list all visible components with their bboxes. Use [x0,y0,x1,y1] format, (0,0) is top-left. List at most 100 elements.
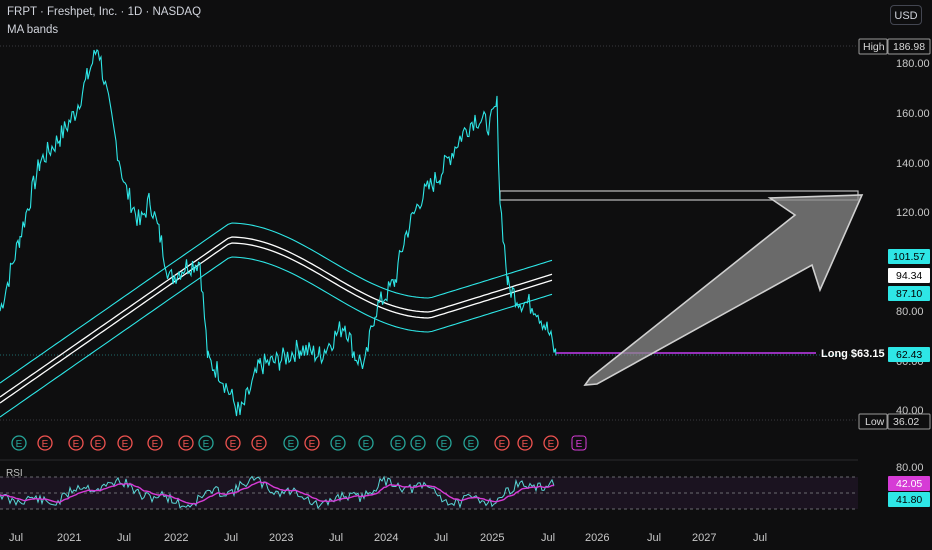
earnings-marker[interactable]: E [147,435,163,451]
time-axis-label: Jul [647,532,661,544]
price-tick: 80.00 [896,306,924,318]
earnings-marker[interactable]: E [68,435,84,451]
symbol-title[interactable]: FRPT · Freshpet, Inc. · 1D · NASDAQ [7,6,202,18]
time-axis-label: Jul [224,532,238,544]
band-upper-tag: 101.57 [888,249,930,264]
ma-band-upper [0,222,553,384]
earnings-marker[interactable]: E [304,435,320,451]
earnings-marker[interactable]: E [436,435,452,451]
earnings-marker[interactable]: E [517,435,533,451]
time-axis-label: 2027 [692,532,716,544]
earnings-marker[interactable]: E [410,435,426,451]
high-tag-label: High [863,41,885,53]
price-axis[interactable]: 180.00 160.00 140.00 120.00 80.00 60.00 … [896,58,930,417]
rsi-ma-tag: 42.05 [888,476,930,491]
earnings-marker-label: E [363,439,370,450]
time-axis-label: 2025 [480,532,504,544]
rsi-pane: RSI [0,459,858,510]
last-price-value: 62.43 [896,349,922,361]
ma-band-middle-2 [0,242,553,404]
earnings-marker-label: E [152,439,159,450]
low-tag-label: Low [865,416,885,428]
price-tick: 180.00 [896,58,930,70]
high-tag-value: 186.98 [893,41,925,53]
rsi-axis-tick: 80.00 [896,462,924,474]
time-axis-label: Jul [329,532,343,544]
earnings-marker-label: E [522,439,529,450]
time-axis-label: Jul [541,532,555,544]
earnings-marker[interactable]: E [330,435,346,451]
earnings-markers: EEEEEEEEEEEEEEEEEEEEEEE [11,435,587,451]
earnings-marker-label: E [415,439,422,450]
last-price-tag: 62.43 [888,347,930,362]
time-axis-label: Jul [117,532,131,544]
rsi-label: RSI [6,468,23,479]
low-tag-value: 36.02 [893,416,919,428]
earnings-marker[interactable]: E [37,435,53,451]
band-lower-tag: 87.10 [888,286,930,301]
earnings-marker-label: E [499,439,506,450]
price-series [0,49,557,417]
earnings-marker[interactable]: E [494,435,510,451]
earnings-marker[interactable]: E [198,435,214,451]
earnings-marker-label: E [441,439,448,450]
earnings-marker[interactable]: E [283,435,299,451]
earnings-marker[interactable]: E [178,435,194,451]
time-axis-label: 2026 [585,532,609,544]
earnings-marker[interactable]: E [90,435,106,451]
currency-button[interactable]: USD [890,5,922,25]
time-axis-label: 2021 [57,532,81,544]
high-tag: High 186.98 [858,38,931,55]
rsi-value: 41.80 [896,494,922,506]
low-tag: Low 36.02 [858,413,931,430]
rsi-ma-value: 42.05 [896,478,922,490]
earnings-marker[interactable]: E [463,435,479,451]
earnings-marker-label: E [95,439,102,450]
band-lower-value: 87.10 [896,288,922,300]
earnings-marker[interactable]: E [358,435,374,451]
rsi-ma-series [0,481,555,505]
earnings-marker[interactable]: E [251,435,267,451]
projection-arrow[interactable] [583,194,864,386]
long-position-label: Long $63.15 [821,348,885,360]
earnings-marker[interactable]: E [543,435,559,451]
earnings-marker-label: E [203,439,210,450]
earnings-marker[interactable]: E [390,435,406,451]
earnings-marker-upcoming[interactable]: E [571,435,587,451]
price-tick: 160.00 [896,108,930,120]
earnings-marker-label: E [548,439,555,450]
earnings-marker-label: E [183,439,190,450]
earnings-marker[interactable]: E [11,435,27,451]
time-axis-label: 2023 [269,532,293,544]
ma-band-middle [0,236,553,398]
earnings-marker-label: E [395,439,402,450]
time-axis-label: Jul [434,532,448,544]
earnings-marker-label: E [335,439,342,450]
earnings-marker-label: E [73,439,80,450]
time-axis-label: 2022 [164,532,188,544]
earnings-marker-label: E [42,439,49,450]
earnings-marker-label: E [576,439,583,450]
time-axis-label: Jul [9,532,23,544]
rsi-value-tag: 41.80 [888,492,930,507]
time-axis-label: 2024 [374,532,398,544]
indicator-legend[interactable]: MA bands [7,24,59,36]
earnings-marker-label: E [256,439,263,450]
band-middle-value: 94.34 [896,270,922,282]
earnings-marker[interactable]: E [225,435,241,451]
earnings-marker-label: E [122,439,129,450]
earnings-marker-label: E [309,439,316,450]
earnings-marker-label: E [230,439,237,450]
earnings-marker-label: E [468,439,475,450]
earnings-marker-label: E [16,439,23,450]
band-middle-tag: 94.34 [888,268,930,283]
price-pane: Long $63.15 [0,45,885,421]
time-axis-label: Jul [753,532,767,544]
earnings-marker[interactable]: E [117,435,133,451]
price-tick: 140.00 [896,158,930,170]
ma-band-lower [0,256,553,418]
price-tick: 120.00 [896,207,930,219]
band-upper-value: 101.57 [893,251,925,263]
time-axis[interactable]: Jul 2021 Jul 2022 Jul 2023 Jul 2024 Jul 2025 Jul 20… [9,532,767,544]
